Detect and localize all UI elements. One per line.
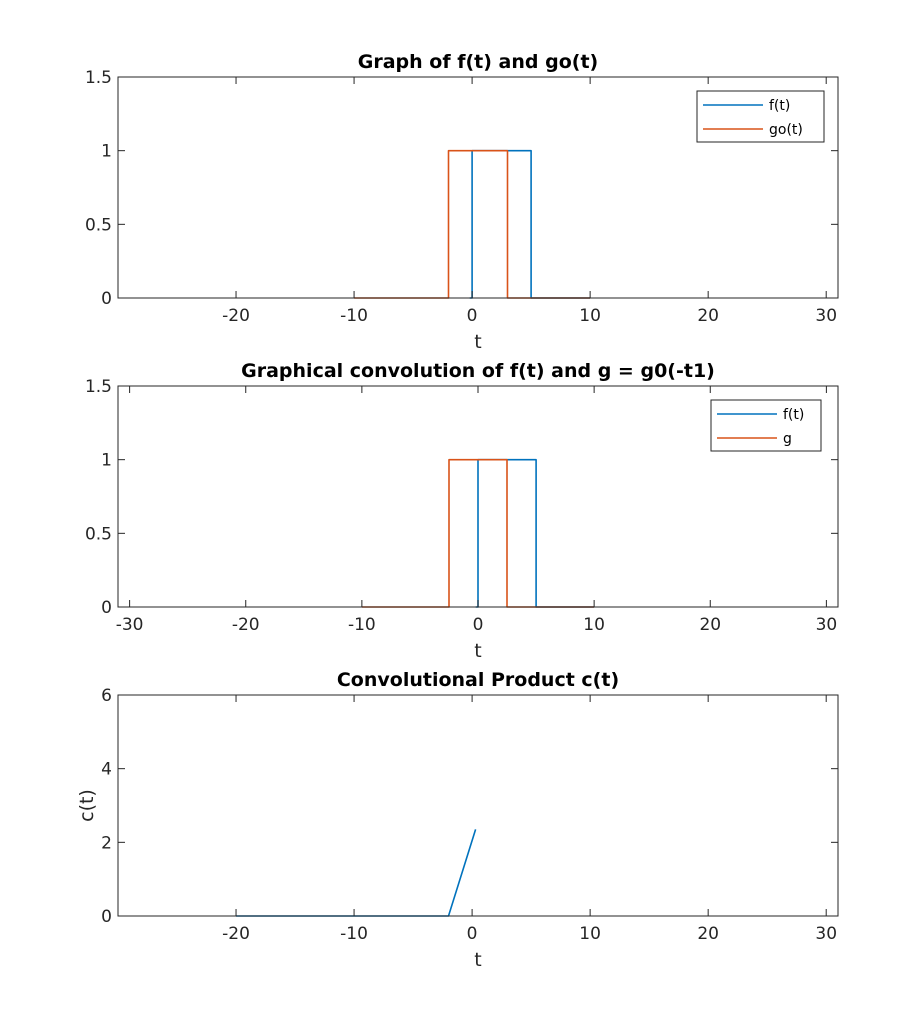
x-tick-label: 30: [815, 306, 837, 326]
y-tick-label: 4: [101, 760, 112, 780]
legend: f(t) g: [710, 399, 822, 452]
y-tick-label: 0: [101, 907, 112, 927]
subplot-1: -20 -10 0 10 20 30 0 0.5 1 1.5 Graph of f(t) and g…: [85, 51, 839, 353]
legend: f(t) go(t): [696, 90, 825, 143]
legend-label-1: f(t): [769, 98, 790, 114]
y-axis-label: c(t): [76, 789, 98, 822]
x-tick-label: 10: [583, 615, 605, 635]
legend-label-1: f(t): [783, 407, 804, 423]
x-tick-label: -20: [232, 615, 260, 635]
x-tick-label: -10: [348, 615, 376, 635]
x-axis-label: t: [474, 640, 481, 662]
x-axis-label: t: [474, 331, 481, 353]
axes-frame: [117, 76, 839, 299]
y-tick-label: 2: [101, 833, 112, 853]
x-tick-label: -20: [222, 306, 250, 326]
legend-box: [696, 90, 825, 143]
x-tick-label: 20: [697, 306, 719, 326]
x-tick-label: 30: [816, 615, 838, 635]
y-tick-label: 1: [101, 142, 112, 162]
subplot-3: -20 -10 0 10 20 30 0 2 4 6 Convolutional Product c…: [76, 669, 839, 971]
y-tick-label: 6: [101, 686, 112, 706]
axes-frame: [117, 694, 839, 917]
y-tick-label: 1: [101, 451, 112, 471]
chart-title: Convolutional Product c(t): [337, 669, 619, 691]
x-tick-label: 0: [467, 306, 478, 326]
y-tick-label: 0.5: [85, 524, 112, 544]
y-tick-label: 1.5: [85, 68, 112, 88]
x-axis-label: t: [474, 949, 481, 971]
x-tick-label: -20: [222, 924, 250, 944]
y-tick-label: 1.5: [85, 377, 112, 397]
chart-title: Graph of f(t) and go(t): [358, 51, 598, 73]
subplot-2: -30 -20 -10 0 10 20 30 0 0.5 1 1.5 Graphical convol…: [85, 360, 839, 662]
x-tick-label: 10: [579, 924, 601, 944]
legend-label-2: go(t): [769, 122, 803, 138]
x-tick-label: -10: [340, 306, 368, 326]
x-tick-label: 20: [697, 924, 719, 944]
x-tick-label: 20: [699, 615, 721, 635]
x-tick-label: 30: [815, 924, 837, 944]
y-tick-label: 0.5: [85, 215, 112, 235]
y-tick-label: 0: [101, 598, 112, 618]
x-tick-label: -30: [116, 615, 144, 635]
x-tick-label: 0: [467, 924, 478, 944]
y-tick-label: 0: [101, 289, 112, 309]
x-tick-label: 0: [473, 615, 484, 635]
legend-box: [710, 399, 822, 452]
chart-title: Graphical convolution of f(t) and g = g0…: [241, 360, 715, 382]
legend-label-2: g: [783, 431, 792, 447]
x-tick-label: 10: [579, 306, 601, 326]
x-tick-label: -10: [340, 924, 368, 944]
